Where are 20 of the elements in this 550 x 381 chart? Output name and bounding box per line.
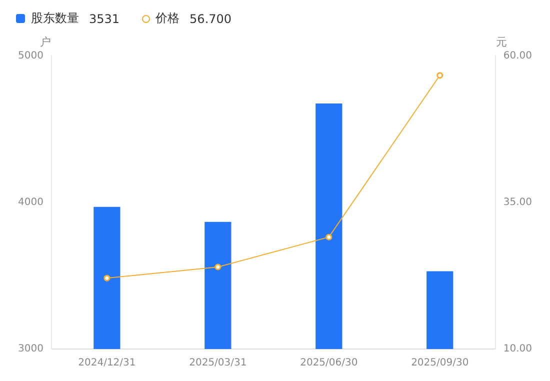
x-tick-label: 2025/06/30 xyxy=(300,358,358,369)
y2-tick-label: 35.00 xyxy=(503,197,532,208)
text: 3531 xyxy=(89,12,120,26)
y2-tick-label: 60.00 xyxy=(503,50,532,62)
x-tick-label: 2024/12/31 xyxy=(78,358,136,369)
point xyxy=(326,234,332,240)
point xyxy=(436,72,444,79)
x-tick-label: 2025/03/31 xyxy=(189,358,247,369)
legend-label: 价格 xyxy=(156,10,180,27)
x-tick-label: 2025/09/30 xyxy=(411,358,469,369)
point xyxy=(214,264,222,270)
y2-axis-title: 元 xyxy=(496,35,507,48)
y-tick-label: 4000 xyxy=(18,197,44,208)
y-axis-title: 户 xyxy=(40,35,51,48)
legend-label: 股东数量 xyxy=(31,10,79,27)
text: 56.700 xyxy=(190,12,232,26)
y-tick-label: 3000 xyxy=(18,344,44,355)
y-tick-label: 5000 xyxy=(18,50,44,62)
point xyxy=(104,274,110,282)
y2-tick-label: 10.00 xyxy=(503,344,532,355)
